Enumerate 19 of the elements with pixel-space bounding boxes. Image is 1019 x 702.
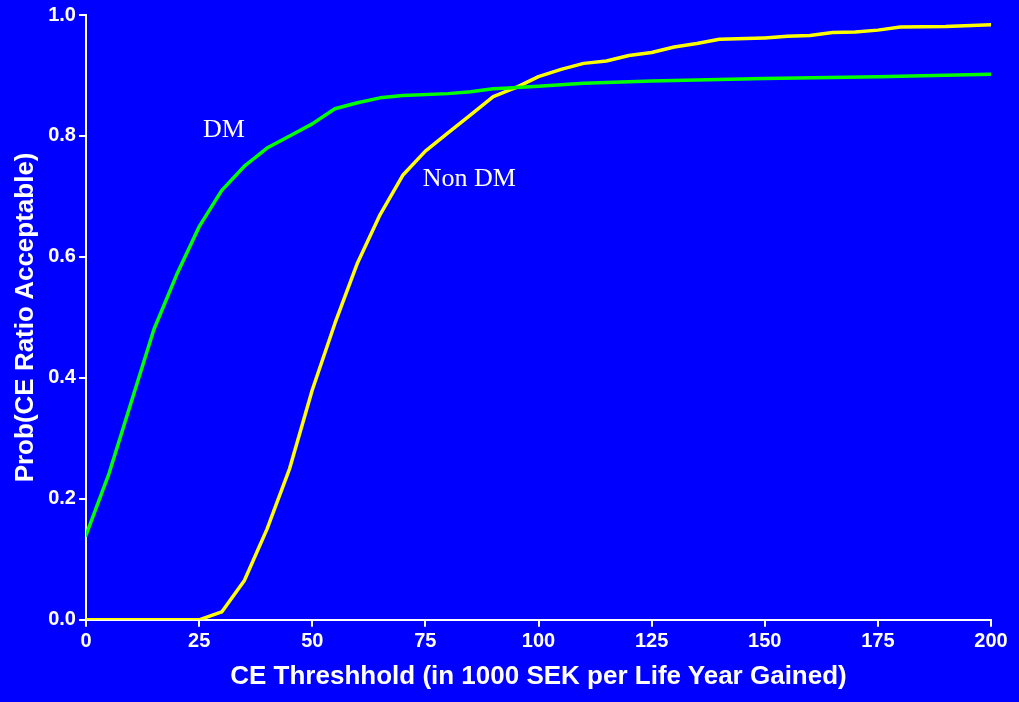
x-axis-title: CE Threshhold (in 1000 SEK per Life Year Gained): [230, 659, 847, 690]
series-label: DM: [203, 113, 245, 143]
y-tick-label: 0.0: [48, 607, 76, 630]
y-tick-label: 0.4: [48, 365, 77, 388]
y-axis-title: Prob(CE Ratio Acceptable): [8, 152, 39, 483]
y-tick-label: 1.0: [48, 2, 76, 25]
y-tick-label: 0.8: [48, 123, 76, 146]
x-tick-label: 200: [974, 629, 1008, 652]
x-tick-label: 125: [634, 629, 669, 652]
y-tick-label: 0.2: [48, 486, 76, 509]
series-label: Non DM: [422, 163, 516, 193]
x-tick-label: 25: [188, 629, 211, 652]
x-tick-label: 0: [80, 629, 92, 652]
y-tick-label: 0.6: [48, 244, 76, 267]
x-tick-label: 50: [301, 629, 324, 652]
x-tick-label: 175: [861, 629, 895, 652]
x-tick-label: 75: [414, 629, 437, 652]
x-tick-label: 150: [748, 629, 782, 652]
x-tick-label: 100: [521, 629, 556, 652]
